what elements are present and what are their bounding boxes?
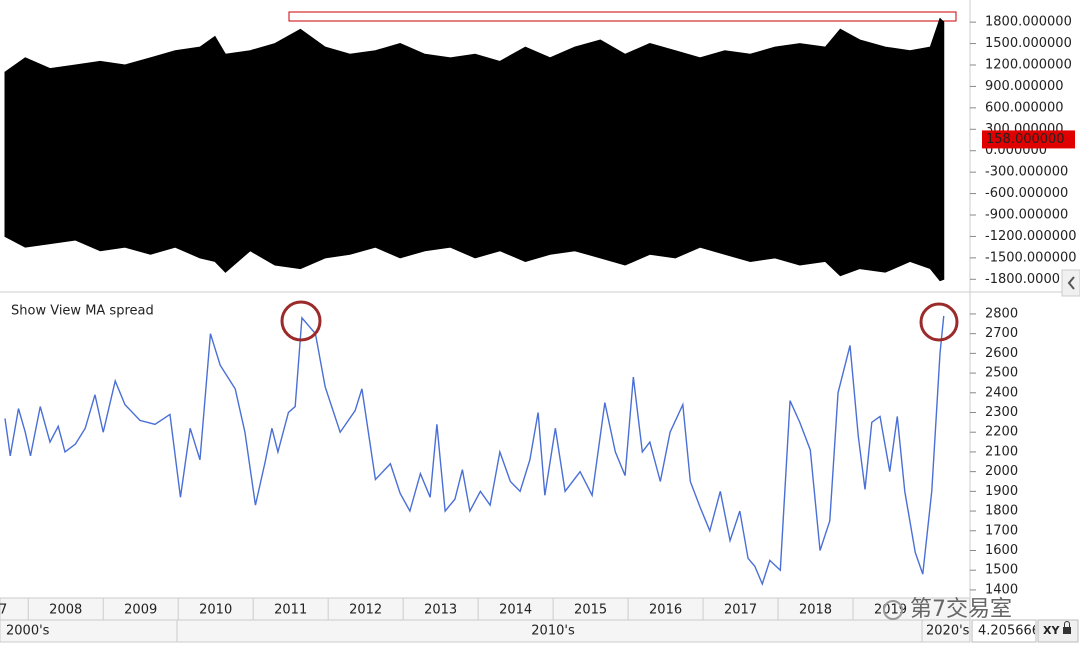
y-tick-label: -900.000000 <box>985 208 1068 223</box>
lock-shackle <box>1064 621 1070 627</box>
panel-title: Show View MA spread <box>11 304 154 319</box>
decade-row <box>0 619 971 643</box>
highlight-circle <box>280 300 322 342</box>
y-tick-label: 2600 <box>985 346 1018 361</box>
y-tick-label: 2100 <box>985 444 1018 459</box>
lock-icon[interactable] <box>1063 627 1071 634</box>
y-tick-label: 2000 <box>985 464 1018 479</box>
x-tick-label: 2014 <box>499 603 532 618</box>
x-tick-label: 2012 <box>349 603 382 618</box>
x-tick-label: 2015 <box>574 603 607 618</box>
y-tick-label: 2300 <box>985 405 1018 420</box>
ma-spread-line <box>4 315 945 587</box>
y-tick-label: 1600 <box>985 543 1018 558</box>
y-tick-label: -600.000000 <box>985 186 1068 201</box>
y-tick-label: -1500.000000 <box>985 250 1077 265</box>
y-tick-label: 1400 <box>985 582 1018 597</box>
x-tick-label: 2008 <box>49 603 82 618</box>
y-tick-label: -1200.000000 <box>985 229 1077 244</box>
collapse-button[interactable] <box>1061 269 1080 297</box>
y-tick-label: 1500.000000 <box>985 36 1072 51</box>
spread-band <box>4 17 945 282</box>
y-tick-label: 2500 <box>985 366 1018 381</box>
y-tick-label: 1900 <box>985 484 1018 499</box>
y-tick-label: 1200.000000 <box>985 58 1072 73</box>
y-tick-label: 2800 <box>985 306 1018 321</box>
y-tick-label: 2700 <box>985 326 1018 341</box>
cursor-value: 4.2056666 <box>978 624 1048 639</box>
x-tick-label: 2013 <box>424 603 457 618</box>
y-tick-label: -1800.0000 <box>985 272 1060 287</box>
x-tick-label: 2019 <box>874 603 907 618</box>
x-tick-label: 2010 <box>199 603 232 618</box>
decade-label: 2010's <box>531 624 575 639</box>
decade-label: 2000's <box>6 624 50 639</box>
y-tick-label: 1500 <box>985 563 1018 578</box>
decade-label: 2020's <box>926 624 970 639</box>
watermark-icon <box>883 600 903 620</box>
x-tick-label: 2016 <box>649 603 682 618</box>
x-tick-label: 2009 <box>124 603 157 618</box>
xy-button[interactable] <box>1037 619 1079 643</box>
value-axes: 1800.000000 1500.000000 1200.000000 900.000… <box>970 15 1077 597</box>
y-tick-label: -300.000000 <box>985 165 1068 180</box>
last-value-box <box>982 130 1075 149</box>
y-tick-label: 2400 <box>985 385 1018 400</box>
last-value-label: 158.000000 <box>986 132 1065 147</box>
cursor-box <box>971 619 1037 643</box>
x-tick-label: 2018 <box>799 603 832 618</box>
x-tick-label: 2017 <box>724 603 757 618</box>
y-tick-label: 1700 <box>985 523 1018 538</box>
y-tick-label: 600.000000 <box>985 100 1064 115</box>
watermark: 第7交易室 <box>910 597 1012 622</box>
xy-label[interactable]: XY <box>1043 624 1060 637</box>
y-tick-label: 1800 <box>985 504 1018 519</box>
x-tick-label: 2011 <box>274 603 307 618</box>
x-tick-label: 2007 <box>0 603 7 618</box>
highlight-box <box>288 11 957 22</box>
y-tick-label: 2200 <box>985 425 1018 440</box>
y-tick-label: 900.000000 <box>985 79 1064 94</box>
plot-area: 2007 2008 2009 2010 2011 2012 2013 2014 2015 2016… <box>0 17 945 620</box>
highlight-circle <box>919 302 959 342</box>
collapse-arrow <box>1067 276 1075 290</box>
y-tick-label: 1800.000000 <box>985 15 1072 30</box>
